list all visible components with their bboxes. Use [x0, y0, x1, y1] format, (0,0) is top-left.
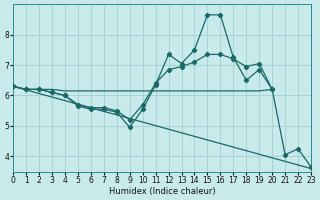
X-axis label: Humidex (Indice chaleur): Humidex (Indice chaleur) [109, 187, 215, 196]
